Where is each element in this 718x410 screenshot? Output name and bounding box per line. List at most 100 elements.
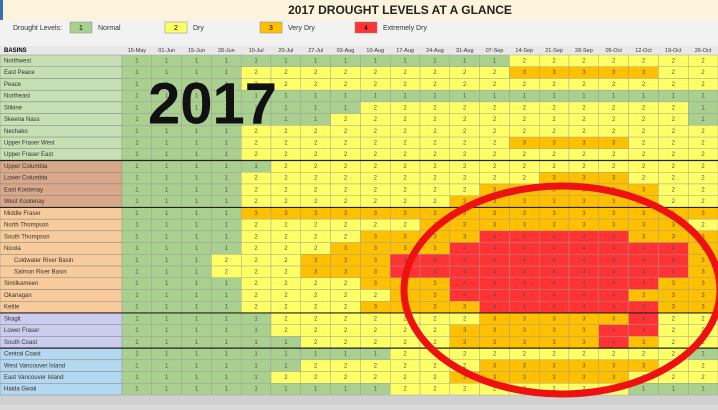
level-value: 1 [165,70,169,76]
level-value: 2 [493,164,497,170]
level-value: 2 [701,58,705,64]
level-value: 3 [642,363,646,369]
level-value: 1 [254,352,258,358]
level-value: 1 [135,375,139,381]
level-value: 2 [374,176,378,182]
level-value: 2 [284,141,288,147]
level-value: 1 [165,352,169,358]
level-value: 1 [701,117,705,123]
level-value: 3 [463,375,467,381]
level-value: 2 [552,105,556,111]
level-value: 1 [195,363,199,369]
level-value: 2 [284,164,288,170]
level-value: 3 [582,363,586,369]
level-value: 3 [463,211,467,217]
level-value: 2 [284,246,288,252]
level-value: 1 [195,94,199,100]
level-value: 1 [374,94,378,100]
level-value: 1 [254,387,258,393]
basin-name: Nicola [4,246,21,252]
level-value: 1 [225,94,229,100]
level-value: 1 [284,387,288,393]
level-cell [688,383,718,396]
level-value: 1 [254,94,258,100]
level-value: 2 [433,70,437,76]
level-value: 1 [254,105,258,111]
level-value: 2 [701,375,705,381]
level-value: 2 [523,117,527,123]
level-value: 2 [701,152,705,158]
level-value: 4 [582,305,586,311]
level-value: 1 [374,352,378,358]
basin-name: Skeena Nass [4,117,40,123]
level-value: 4 [612,234,616,240]
level-value: 2 [642,58,646,64]
level-value: 2 [225,269,229,275]
level-value: 1 [254,316,258,322]
level-value: 2 [254,246,258,252]
level-value: 2 [672,352,676,358]
level-value: 2 [403,363,407,369]
level-value: 4 [552,246,556,252]
level-value: 4 [642,269,646,275]
level-value: 1 [344,94,348,100]
level-value: 3 [493,375,497,381]
level-value: 1 [195,82,199,88]
level-value: 2 [672,176,676,182]
level-value: 2 [672,199,676,205]
level-value: 3 [314,211,318,217]
level-value: 1 [225,281,229,287]
level-value: 1 [135,305,139,311]
level-value: 1 [135,117,139,123]
level-value: 2 [344,187,348,193]
level-value: 1 [284,352,288,358]
level-value: 1 [165,152,169,158]
level-value: 4 [612,340,616,346]
level-value: 2 [552,58,556,64]
level-value: 2 [344,117,348,123]
level-value: 2 [701,141,705,147]
level-value: 1 [254,340,258,346]
level-value: 1 [135,82,139,88]
level-value: 1 [254,375,258,381]
level-value: 2 [523,152,527,158]
level-value: 2 [403,129,407,135]
level-value: 3 [612,199,616,205]
level-value: 1 [165,199,169,205]
level-value: 2 [523,352,527,358]
level-value: 3 [582,211,586,217]
level-value: 1 [135,363,139,369]
level-value: 2 [314,293,318,299]
level-value: 4 [523,269,527,275]
level-value: 2 [314,328,318,334]
level-value: 2 [344,152,348,158]
basin-name: Northeast [4,94,30,100]
level-value: 2 [701,199,705,205]
level-value: 2 [403,375,407,381]
legend-swatch [354,21,378,34]
level-value: 1 [165,211,169,217]
level-value: 3 [493,211,497,217]
level-value: 3 [374,258,378,264]
level-value: 1 [165,94,169,100]
level-value: 2 [374,70,378,76]
level-value: 2 [314,305,318,311]
level-value: 3 [582,176,586,182]
level-value: 3 [582,141,586,147]
level-value: 2 [433,82,437,88]
level-value: 1 [165,328,169,334]
level-value: 1 [463,58,467,64]
level-value: 2 [463,152,467,158]
level-value: 3 [523,316,527,322]
level-value: 1 [403,58,407,64]
column-header: 15-May [128,48,147,54]
level-value: 2 [642,176,646,182]
level-value: 1 [195,187,199,193]
level-value: 4 [493,246,497,252]
level-value: 1 [225,387,229,393]
level-value: 4 [523,258,527,264]
level-value: 2 [374,328,378,334]
level-value: 2 [374,129,378,135]
level-value: 2 [344,129,348,135]
level-value: 2 [582,129,586,135]
